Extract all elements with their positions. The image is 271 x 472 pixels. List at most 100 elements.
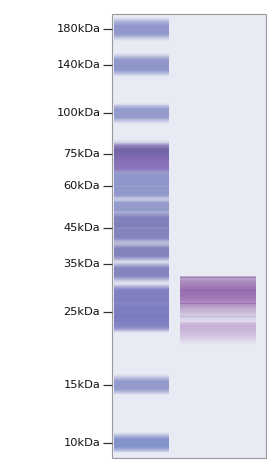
- Bar: [114, 299, 169, 325]
- Bar: [114, 19, 169, 39]
- Bar: [114, 377, 169, 393]
- Bar: [180, 281, 256, 282]
- Bar: [114, 104, 169, 123]
- Bar: [180, 304, 256, 306]
- Text: 15kDa: 15kDa: [63, 380, 100, 390]
- Bar: [180, 327, 256, 331]
- Bar: [180, 303, 256, 305]
- Bar: [114, 284, 169, 307]
- Bar: [180, 302, 256, 303]
- Bar: [114, 314, 169, 333]
- Bar: [180, 325, 256, 329]
- Bar: [180, 278, 256, 280]
- Bar: [114, 287, 169, 304]
- Bar: [114, 306, 169, 317]
- Bar: [114, 378, 169, 392]
- Bar: [114, 198, 169, 216]
- Bar: [112, 14, 266, 458]
- Bar: [114, 197, 169, 216]
- Bar: [180, 301, 256, 303]
- Bar: [180, 308, 256, 310]
- Bar: [114, 152, 169, 176]
- Bar: [114, 282, 169, 308]
- Bar: [114, 53, 169, 77]
- Bar: [114, 243, 169, 261]
- Bar: [114, 302, 169, 321]
- Bar: [114, 173, 169, 185]
- Bar: [180, 290, 256, 292]
- Bar: [114, 433, 169, 453]
- Bar: [180, 341, 256, 346]
- Bar: [114, 436, 169, 450]
- Bar: [114, 171, 169, 187]
- Bar: [114, 317, 169, 330]
- Text: 180kDa: 180kDa: [56, 24, 100, 34]
- Bar: [180, 323, 256, 328]
- Bar: [114, 267, 169, 277]
- Bar: [114, 146, 169, 162]
- Bar: [114, 305, 169, 318]
- Bar: [114, 211, 169, 232]
- Bar: [114, 379, 169, 391]
- Bar: [180, 331, 256, 336]
- Bar: [180, 332, 256, 337]
- Bar: [114, 214, 169, 228]
- Bar: [114, 264, 169, 280]
- Bar: [114, 186, 169, 197]
- Bar: [114, 286, 169, 305]
- Bar: [114, 155, 169, 174]
- Bar: [114, 379, 169, 390]
- Bar: [114, 434, 169, 452]
- Bar: [114, 230, 169, 238]
- Bar: [114, 320, 169, 328]
- Bar: [180, 322, 256, 327]
- Bar: [180, 334, 256, 338]
- Text: 35kDa: 35kDa: [63, 259, 100, 269]
- Bar: [114, 261, 169, 283]
- Bar: [114, 199, 169, 215]
- Bar: [114, 174, 169, 185]
- Bar: [114, 316, 169, 331]
- Bar: [114, 435, 169, 451]
- Bar: [114, 225, 169, 243]
- Bar: [114, 60, 169, 70]
- Bar: [114, 432, 169, 454]
- Bar: [114, 17, 169, 41]
- Bar: [114, 374, 169, 396]
- Bar: [114, 105, 169, 121]
- Bar: [114, 438, 169, 447]
- Bar: [114, 187, 169, 196]
- Bar: [114, 107, 169, 119]
- Bar: [114, 58, 169, 73]
- Bar: [114, 265, 169, 279]
- Text: 10kDa: 10kDa: [63, 438, 100, 448]
- Bar: [180, 316, 256, 318]
- Bar: [180, 336, 256, 340]
- Bar: [114, 268, 169, 276]
- Bar: [114, 23, 169, 36]
- Bar: [114, 149, 169, 160]
- Bar: [180, 286, 256, 287]
- Bar: [180, 337, 256, 341]
- Bar: [180, 339, 256, 344]
- Bar: [180, 321, 256, 322]
- Bar: [114, 437, 169, 449]
- Bar: [114, 212, 169, 230]
- Bar: [114, 217, 169, 226]
- Bar: [114, 438, 169, 448]
- Bar: [114, 266, 169, 278]
- Bar: [180, 287, 256, 288]
- Bar: [114, 242, 169, 261]
- Bar: [114, 300, 169, 323]
- Bar: [180, 294, 256, 295]
- Bar: [114, 315, 169, 332]
- Bar: [114, 224, 169, 244]
- Bar: [114, 108, 169, 118]
- Bar: [180, 312, 256, 313]
- Bar: [180, 276, 256, 278]
- Bar: [180, 328, 256, 332]
- Bar: [114, 303, 169, 320]
- Bar: [180, 337, 256, 342]
- Bar: [180, 299, 256, 300]
- Bar: [114, 200, 169, 214]
